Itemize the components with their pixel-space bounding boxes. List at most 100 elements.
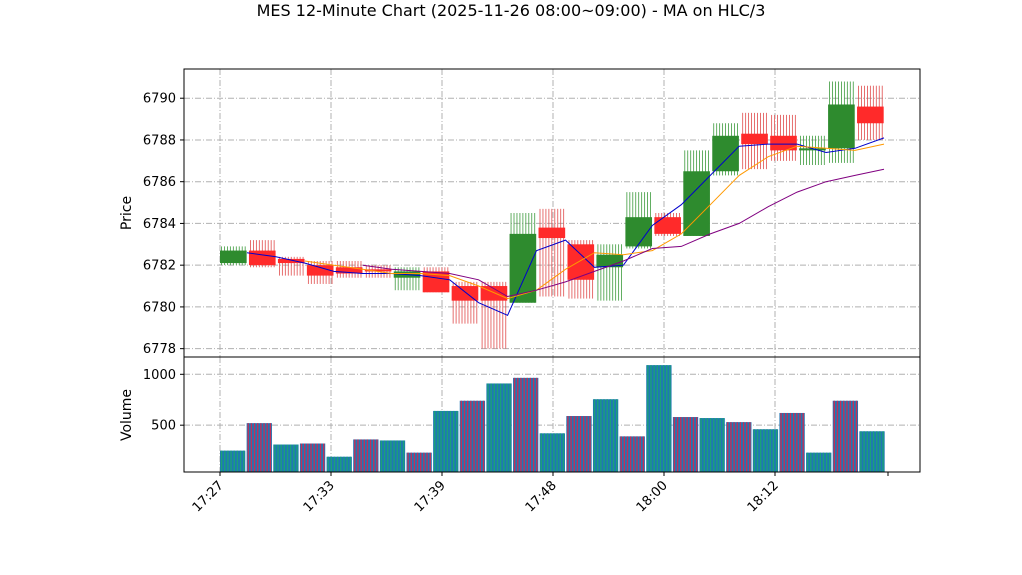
time-tick-label: 18:12 [745,478,782,515]
candle [567,240,595,299]
candle-body [248,250,276,266]
candle-body [509,233,537,303]
volume-bar-fill [566,416,592,472]
volume-bar [459,400,486,472]
time-tick-label: 18:00 [634,478,671,515]
candle-body [799,148,826,151]
candle-body [654,217,681,234]
volume-bar [433,410,459,472]
candle-body [596,254,624,268]
candle-body [857,106,884,124]
volume-bar-fill [539,433,565,472]
price-tick-label: 6784 [143,217,176,232]
volume-bar [806,452,832,472]
volume-bar [832,400,859,472]
volume-bar-fill [379,440,406,472]
volume-bar [592,399,619,472]
volume-bar-fill [513,377,539,472]
candle [220,246,247,266]
time-tick-label: 17:27 [190,478,227,515]
volume-tick-label: 1000 [143,368,176,383]
volume-bar [406,452,432,472]
volume-axis-label: Volume [119,389,135,441]
volume-bar-fill [619,436,645,472]
candle [277,256,305,276]
candle [654,213,681,236]
candle [335,261,363,278]
candle [480,281,508,349]
volume-bar [353,439,379,472]
candle [857,85,884,140]
volume-bar [513,377,539,472]
moving-average-line [304,143,885,300]
candle [770,114,797,161]
time-axis: 17:27 17:33 17:39 17:48 18:00 18:12 [190,472,889,515]
candle [422,267,450,293]
volume-bars [220,365,885,472]
candle [538,208,566,297]
volume-bar [299,443,326,472]
volume-bar-fill [459,400,486,472]
price-tick-label: 6782 [143,259,176,274]
time-tick-label: 17:48 [523,478,560,515]
volume-bar [699,418,725,472]
candle-body [828,104,855,149]
candle-body [277,258,305,264]
volume-bar-fill [273,444,299,472]
volume-bar [566,416,592,472]
candle-body [683,171,710,236]
price-tick-label: 6786 [143,175,176,190]
volume-bar [326,456,352,472]
candle-body [364,269,392,272]
candle [451,281,479,324]
moving-average-lines [246,137,885,316]
volume-panel-frame [183,356,921,473]
candle-body [220,250,247,264]
moving-average-line [362,168,885,298]
time-tick-label: 17:39 [412,478,449,515]
price-tick-label: 6788 [143,133,176,148]
volume-bar [246,423,272,472]
candle-body [567,244,595,280]
volume-bar-fill [779,412,805,472]
volume-bar-fill [806,452,832,472]
candle-body [335,267,363,274]
candle [828,81,855,163]
volume-bar [539,433,565,472]
candle-body [770,135,797,151]
volume-bar [859,431,885,472]
volume-bar-fill [859,431,885,472]
volume-bar [619,436,645,472]
volume-bar [273,444,299,472]
volume-axis: 500 1000 [143,368,184,434]
volume-bar-fill [326,456,352,472]
volume-bar [379,440,406,472]
volume-bar-fill [299,443,326,472]
volume-bar [726,422,752,472]
volume-tick-label: 500 [151,419,176,434]
volume-bar [220,450,246,472]
price-bars [220,81,884,349]
candle-body [741,133,768,145]
price-tick-label: 6790 [143,92,176,107]
volume-bar [752,429,779,472]
time-tick-label: 17:33 [301,478,338,515]
volume-bar-fill [726,422,752,472]
volume-bar-fill [246,423,272,472]
volume-bar-fill [592,399,619,472]
volume-bar [486,383,512,472]
volume-bar-fill [699,418,725,472]
price-axis: 6778 6780 6782 6784 6786 6788 6790 [143,92,184,357]
candle [741,112,768,170]
moving-average-line [246,137,885,316]
volume-bar-fill [433,410,459,472]
volume-bar-fill [406,452,432,472]
candle [712,123,739,176]
volume-bar [779,412,805,472]
volume-bar-fill [486,383,512,472]
volume-bar-fill [832,400,859,472]
volume-bar-fill [672,417,699,472]
candle-body [306,265,334,276]
price-tick-label: 6778 [143,342,176,357]
